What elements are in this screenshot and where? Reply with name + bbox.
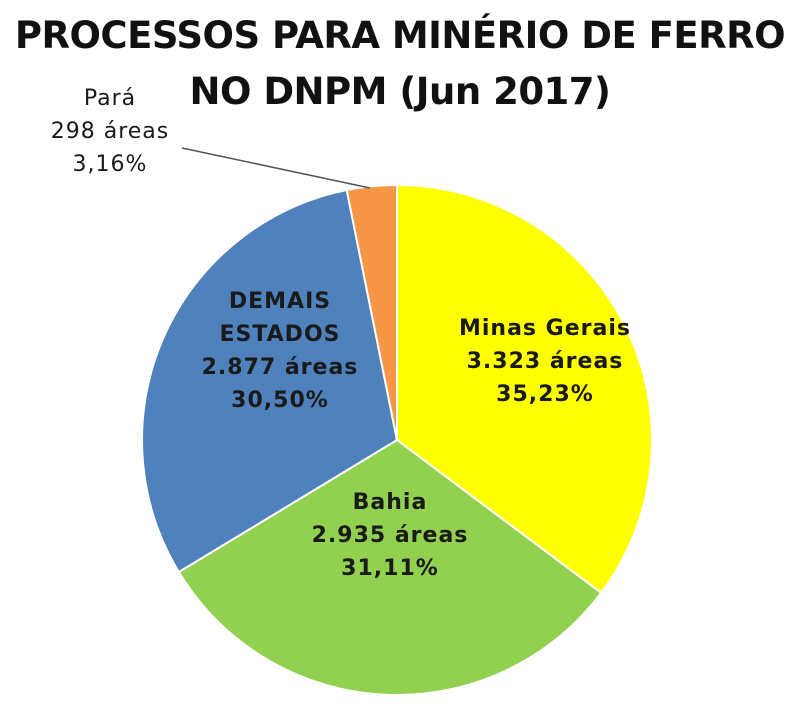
chart-title: PROCESSOS PARA MINÉRIO DE FERRO NO DNPM … [14, 14, 786, 113]
area-label: 2.877 áreas [201, 355, 359, 380]
value-label: 3,16% [72, 152, 148, 177]
value-label: 30,50% [231, 388, 329, 413]
category-label: Pará [83, 86, 137, 111]
area-label: 298 áreas [50, 119, 170, 144]
value-label: 35,23% [496, 382, 594, 407]
pie-slice [177, 438, 603, 696]
value-label: 31,11% [341, 556, 439, 581]
data-label: Pará 298 áreas 3,16% [20, 82, 200, 181]
pie-slice [396, 183, 653, 595]
category-label: DEMAIS ESTADOS [219, 289, 341, 347]
data-label: DEMAIS ESTADOS 2.877 áreas 30,50% [160, 285, 400, 417]
area-label: 3.323 áreas [466, 349, 624, 374]
data-label: Bahia 2.935 áreas 31,11% [290, 486, 490, 585]
category-label: Bahia [352, 490, 428, 515]
data-label: Minas Gerais 3.323 áreas 35,23% [440, 312, 650, 411]
leader-line [181, 147, 371, 189]
pie-slice [141, 188, 399, 574]
category-label: Minas Gerais [458, 316, 631, 341]
pie-slice [345, 183, 398, 441]
area-label: 2.935 áreas [311, 523, 469, 548]
